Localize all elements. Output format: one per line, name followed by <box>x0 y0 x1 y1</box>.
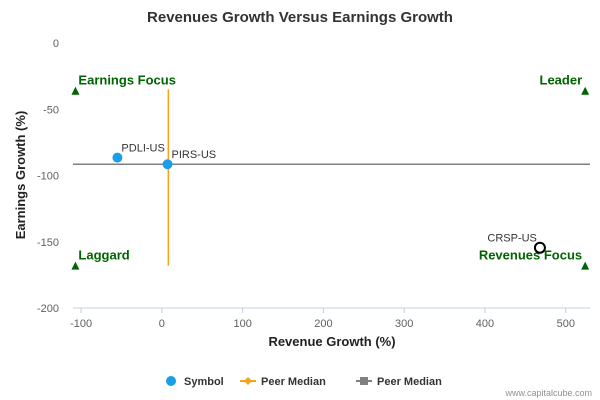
x-tick-label: -100 <box>70 318 92 330</box>
data-point <box>162 159 173 170</box>
data-point-label: PDLI-US <box>121 143 164 155</box>
x-tick-label: 400 <box>476 318 494 330</box>
quadrant-marker <box>581 86 590 95</box>
y-tick-label: -200 <box>37 303 59 315</box>
y-tick-label: 0 <box>53 38 59 50</box>
quadrant-marker <box>71 86 80 95</box>
data-point <box>533 241 546 254</box>
legend-symbol <box>166 376 176 386</box>
quadrant-marker <box>581 261 590 270</box>
x-axis-title: Revenue Growth (%) <box>268 334 395 349</box>
credit-text: www.capitalcube.com <box>504 388 592 398</box>
quadrant-label: Revenues Focus <box>479 248 582 263</box>
x-tick-label: 100 <box>233 318 251 330</box>
legend-label: Peer Median <box>377 376 442 388</box>
x-tick-label: 0 <box>159 318 165 330</box>
data-point <box>112 152 123 163</box>
plot-area: -100 0 100 200 300 400 500 0 -50 -100 -150 -200 Earn… <box>37 38 590 330</box>
quadrant-label: Earnings Focus <box>78 73 176 88</box>
y-axis-title: Earnings Growth (%) <box>13 111 28 240</box>
y-tick-label: -50 <box>43 104 59 116</box>
legend-symbol <box>244 377 252 385</box>
quadrant-label: Leader <box>540 73 583 88</box>
legend-symbol <box>360 377 368 385</box>
x-tick-label: 300 <box>395 318 413 330</box>
y-tick-label: -150 <box>37 237 59 249</box>
data-point-label: PIRS-US <box>172 149 217 161</box>
y-tick-label: -100 <box>37 171 59 183</box>
legend-label: Peer Median <box>261 376 326 388</box>
legend: Symbol Peer Median Peer Median <box>166 376 442 388</box>
x-tick-label: 500 <box>557 318 575 330</box>
quadrant-marker <box>71 261 80 270</box>
chart-title: Revenues Growth Versus Earnings Growth <box>147 9 453 26</box>
legend-label: Symbol <box>184 376 224 388</box>
x-tick-label: 200 <box>314 318 332 330</box>
quadrant-label: Laggard <box>78 248 129 263</box>
data-point-label: CRSP-US <box>487 233 537 245</box>
